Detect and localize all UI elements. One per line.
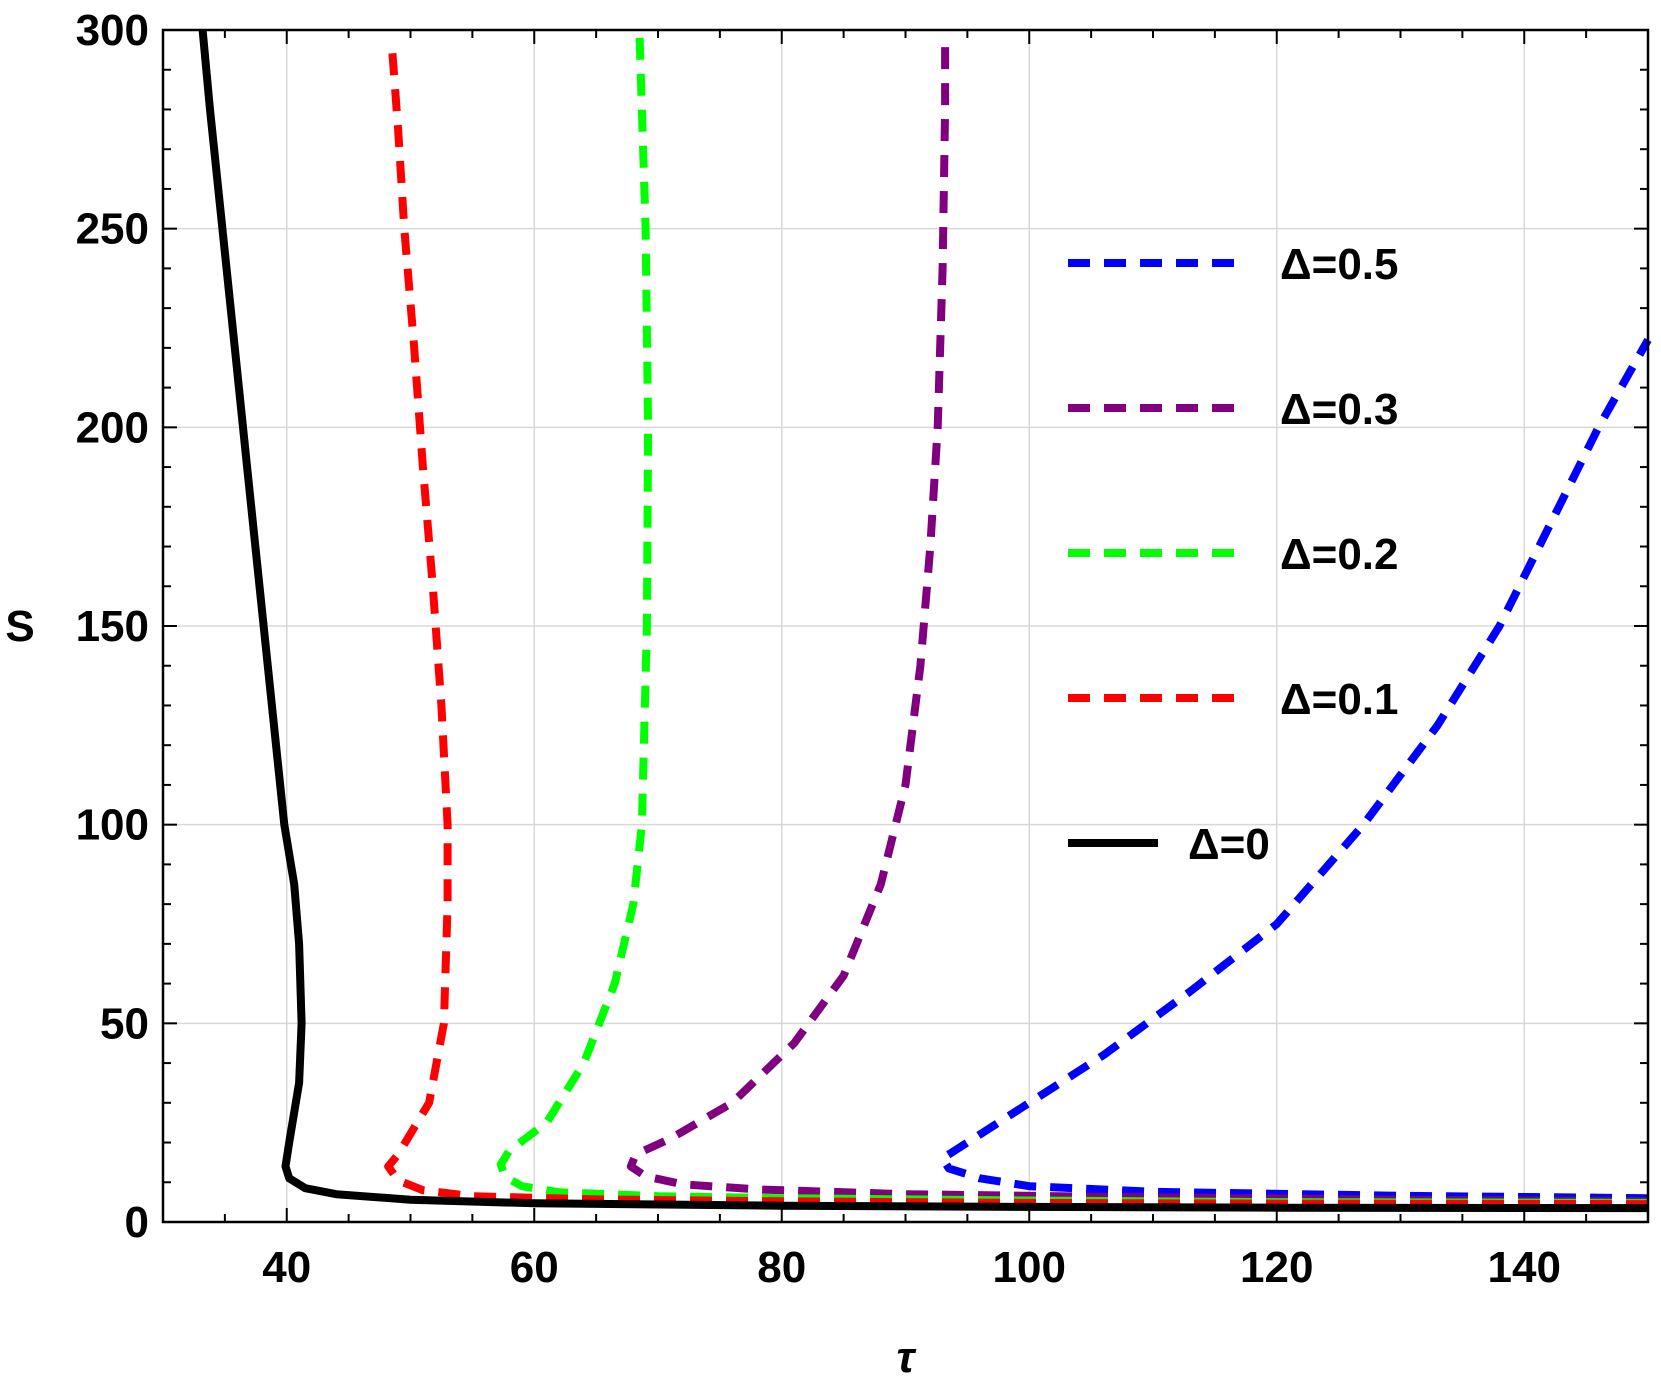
x-tick-label-2: 80	[757, 1243, 806, 1292]
x-tick-label-0: 40	[262, 1243, 311, 1292]
tick-labels: 40 60 80 100 120 140 0 50 100 150 200 250 300	[76, 6, 1561, 1292]
y-tick-label-2: 100	[76, 801, 149, 850]
y-tick-label-4: 200	[76, 403, 149, 452]
legend-label-3: Δ=0.1	[1280, 675, 1399, 724]
x-tick-label-3: 100	[993, 1243, 1066, 1292]
y-tick-label-6: 300	[76, 6, 149, 55]
x-tick-label-4: 120	[1240, 1243, 1313, 1292]
plot-frame	[161, 28, 1650, 1224]
legend: Δ=0.5 Δ=0.3 Δ=0.2 Δ=0.1 Δ=0	[1068, 240, 1399, 869]
legend-label-4: Δ=0	[1188, 820, 1270, 869]
x-tick-label-5: 140	[1488, 1243, 1561, 1292]
series-line-1	[626, 45, 1649, 1206]
x-tick-label-1: 60	[510, 1243, 559, 1292]
series-layer	[198, 29, 1652, 1213]
legend-label-0: Δ=0.5	[1280, 240, 1399, 289]
grid	[163, 29, 1648, 1223]
y-tick-label-5: 250	[76, 205, 149, 254]
series-line-2	[496, 29, 1649, 1207]
x-axis-title: τ	[897, 1333, 917, 1382]
y-axis-title: S	[5, 602, 34, 651]
series-line-0	[938, 337, 1652, 1203]
series-line-4	[198, 29, 1649, 1213]
y-tick-label-0: 0	[125, 1198, 149, 1247]
legend-label-2: Δ=0.2	[1280, 530, 1399, 579]
legend-label-1: Δ=0.3	[1280, 385, 1399, 434]
y-tick-label-1: 50	[100, 999, 149, 1048]
series-line-3	[384, 45, 1649, 1209]
y-tick-label-3: 150	[76, 602, 149, 651]
